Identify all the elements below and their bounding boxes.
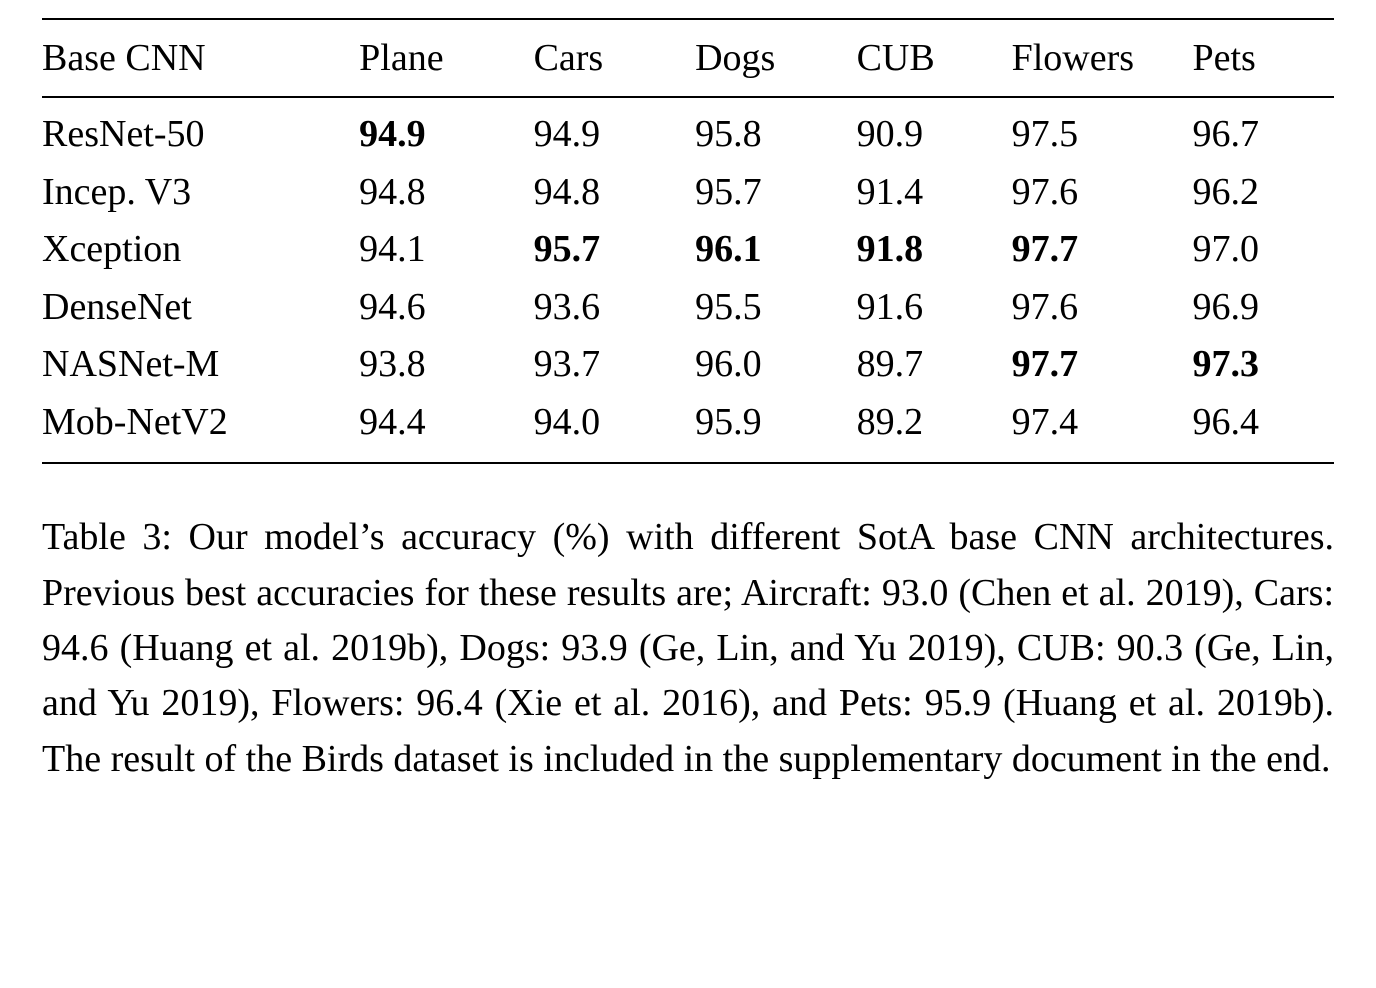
cell: 93.8 (339, 335, 513, 392)
table-row: NASNet-M 93.8 93.7 96.0 89.7 97.7 97.3 (42, 335, 1334, 392)
cell: 95.5 (675, 278, 837, 335)
cell: 94.0 (514, 393, 676, 463)
col-header: Base CNN (42, 19, 339, 97)
col-header: CUB (837, 19, 992, 97)
table-body: ResNet-50 94.9 94.9 95.8 90.9 97.5 96.7 … (42, 97, 1334, 463)
col-header: Pets (1172, 19, 1334, 97)
cell: 97.7 (992, 335, 1173, 392)
cell: 91.4 (837, 163, 992, 220)
row-label: Mob-NetV2 (42, 393, 339, 463)
table-row: Mob-NetV2 94.4 94.0 95.9 89.2 97.4 96.4 (42, 393, 1334, 463)
cell: 97.6 (992, 163, 1173, 220)
cell: 96.7 (1172, 97, 1334, 162)
col-header: Flowers (992, 19, 1173, 97)
cell: 94.4 (339, 393, 513, 463)
cell: 97.0 (1172, 220, 1334, 277)
row-label: ResNet-50 (42, 97, 339, 162)
cell: 94.9 (339, 97, 513, 162)
table-row: ResNet-50 94.9 94.9 95.8 90.9 97.5 96.7 (42, 97, 1334, 162)
cell: 89.7 (837, 335, 992, 392)
cell: 94.6 (339, 278, 513, 335)
table-row: DenseNet 94.6 93.6 95.5 91.6 97.6 96.9 (42, 278, 1334, 335)
cell: 90.9 (837, 97, 992, 162)
cell: 97.3 (1172, 335, 1334, 392)
row-label: Incep. V3 (42, 163, 339, 220)
row-label: NASNet-M (42, 335, 339, 392)
cell: 93.6 (514, 278, 676, 335)
cell: 97.6 (992, 278, 1173, 335)
cell: 91.8 (837, 220, 992, 277)
cell: 89.2 (837, 393, 992, 463)
cell: 96.2 (1172, 163, 1334, 220)
col-header: Cars (514, 19, 676, 97)
cell: 96.0 (675, 335, 837, 392)
table-row: Incep. V3 94.8 94.8 95.7 91.4 97.6 96.2 (42, 163, 1334, 220)
cell: 95.9 (675, 393, 837, 463)
cell: 97.5 (992, 97, 1173, 162)
cell: 94.1 (339, 220, 513, 277)
row-label: DenseNet (42, 278, 339, 335)
cell: 96.1 (675, 220, 837, 277)
cell: 95.8 (675, 97, 837, 162)
cell: 94.9 (514, 97, 676, 162)
cell: 91.6 (837, 278, 992, 335)
table-caption: Table 3: Our model’s accuracy (%) with d… (42, 510, 1334, 787)
cell: 97.4 (992, 393, 1173, 463)
cell: 96.9 (1172, 278, 1334, 335)
row-label: Xception (42, 220, 339, 277)
col-header: Plane (339, 19, 513, 97)
results-table-wrapper: Base CNN Plane Cars Dogs CUB Flowers Pet… (42, 18, 1334, 464)
cell: 94.8 (514, 163, 676, 220)
cell: 95.7 (514, 220, 676, 277)
cell: 96.4 (1172, 393, 1334, 463)
cell: 93.7 (514, 335, 676, 392)
cell: 94.8 (339, 163, 513, 220)
results-table: Base CNN Plane Cars Dogs CUB Flowers Pet… (42, 18, 1334, 464)
cell: 97.7 (992, 220, 1173, 277)
table-row: Xception 94.1 95.7 96.1 91.8 97.7 97.0 (42, 220, 1334, 277)
table-header-row: Base CNN Plane Cars Dogs CUB Flowers Pet… (42, 19, 1334, 97)
cell: 95.7 (675, 163, 837, 220)
col-header: Dogs (675, 19, 837, 97)
